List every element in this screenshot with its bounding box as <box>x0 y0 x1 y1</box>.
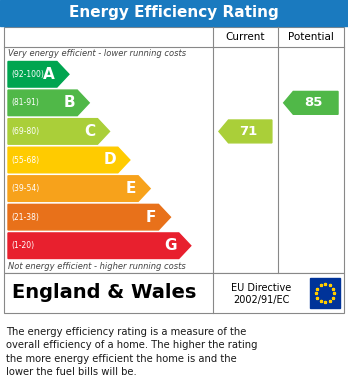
Text: 85: 85 <box>304 96 323 109</box>
Text: B: B <box>64 95 75 110</box>
Polygon shape <box>8 204 171 230</box>
Text: E: E <box>126 181 136 196</box>
Text: (69-80): (69-80) <box>11 127 39 136</box>
Bar <box>310 278 340 308</box>
Text: Potential: Potential <box>288 32 334 42</box>
Text: England & Wales: England & Wales <box>12 283 196 303</box>
Text: C: C <box>85 124 96 139</box>
Text: Energy Efficiency Rating: Energy Efficiency Rating <box>69 5 279 20</box>
Text: G: G <box>164 238 177 253</box>
Polygon shape <box>8 176 150 201</box>
Polygon shape <box>8 90 89 116</box>
Text: Very energy efficient - lower running costs: Very energy efficient - lower running co… <box>8 49 186 58</box>
Text: 2002/91/EC: 2002/91/EC <box>234 295 290 305</box>
Bar <box>0 0 348 26</box>
Polygon shape <box>8 147 130 173</box>
Text: 71: 71 <box>239 125 258 138</box>
Polygon shape <box>219 120 272 143</box>
Polygon shape <box>8 233 191 258</box>
Polygon shape <box>284 91 338 114</box>
Text: D: D <box>103 152 116 167</box>
Bar <box>4 27 344 273</box>
Text: Current: Current <box>226 32 265 42</box>
Text: A: A <box>43 67 55 82</box>
Text: The energy efficiency rating is a measure of the
overall efficiency of a home. T: The energy efficiency rating is a measur… <box>6 326 258 377</box>
Text: EU Directive: EU Directive <box>231 283 292 293</box>
Text: (1-20): (1-20) <box>11 241 34 250</box>
Text: (21-38): (21-38) <box>11 213 39 222</box>
Polygon shape <box>8 118 110 144</box>
Polygon shape <box>8 61 69 87</box>
Text: (55-68): (55-68) <box>11 156 39 165</box>
Text: Not energy efficient - higher running costs: Not energy efficient - higher running co… <box>8 262 186 271</box>
Text: (39-54): (39-54) <box>11 184 39 193</box>
Text: F: F <box>146 210 157 225</box>
Text: (81-91): (81-91) <box>11 99 39 108</box>
Text: (92-100): (92-100) <box>11 70 44 79</box>
Bar <box>4 273 344 313</box>
